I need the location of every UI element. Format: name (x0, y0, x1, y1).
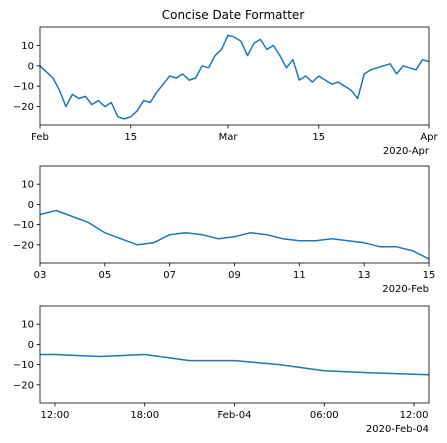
series-line-1 (40, 34, 429, 120)
x-tick-label: 15 (312, 132, 325, 143)
chart-panel-2: −20 −10 0 10 03 05 07 09 11 13 15 2020-Feb (13, 165, 436, 295)
y-tick-label: −10 (13, 82, 34, 93)
y-tick-label: 10 (21, 41, 34, 52)
x-tick-label: 11 (293, 270, 306, 281)
axes-frame (39, 26, 430, 126)
x-tick-label: 13 (358, 270, 371, 281)
x-tick-label: Feb (31, 132, 49, 143)
figure-title: Concise Date Formatter (162, 8, 305, 22)
x-tick-label: Mar (219, 132, 239, 143)
y-tick-label: −10 (13, 220, 34, 231)
x-tick-label: 05 (98, 270, 111, 281)
y-tick-label: 0 (28, 61, 34, 72)
y-tick-label: 10 (21, 180, 34, 191)
series-line-1 (40, 353, 429, 376)
y-tick-label: −20 (13, 240, 34, 251)
x-offset-label: 2020-Feb (382, 284, 429, 295)
x-tick-label: 07 (163, 270, 176, 281)
x-tick-label: Apr (420, 132, 438, 143)
y-tick-label: −20 (13, 380, 34, 391)
x-tick-label: Feb-04 (217, 410, 251, 421)
y-tick-label: −20 (13, 102, 34, 113)
x-tick-label: 15 (423, 270, 436, 281)
x-tick-label: 09 (228, 270, 241, 281)
x-tick-label: 15 (124, 132, 137, 143)
chart-panel-1: −20 −10 0 10 Feb 15 Mar 15 Apr 2020-Apr (13, 26, 439, 157)
y-tick-label: 10 (21, 320, 34, 331)
x-offset-label: 2020-Apr (383, 146, 430, 157)
chart-panel-3: −20 −10 0 10 12:00 18:00 Feb-04 06:00 12:00 2020-… (13, 305, 430, 435)
y-tick-label: 0 (28, 200, 34, 211)
x-tick-label: 12:00 (400, 410, 429, 421)
y-tick-label: −10 (13, 360, 34, 371)
series-line-1 (40, 209, 429, 260)
y-tick-label: 0 (28, 340, 34, 351)
x-offset-label: 2020-Feb-04 (366, 424, 429, 435)
x-tick-label: 03 (34, 270, 47, 281)
x-tick-label: 18:00 (130, 410, 159, 421)
x-tick-label: 06:00 (310, 410, 339, 421)
x-tick-label: 12:00 (41, 410, 70, 421)
